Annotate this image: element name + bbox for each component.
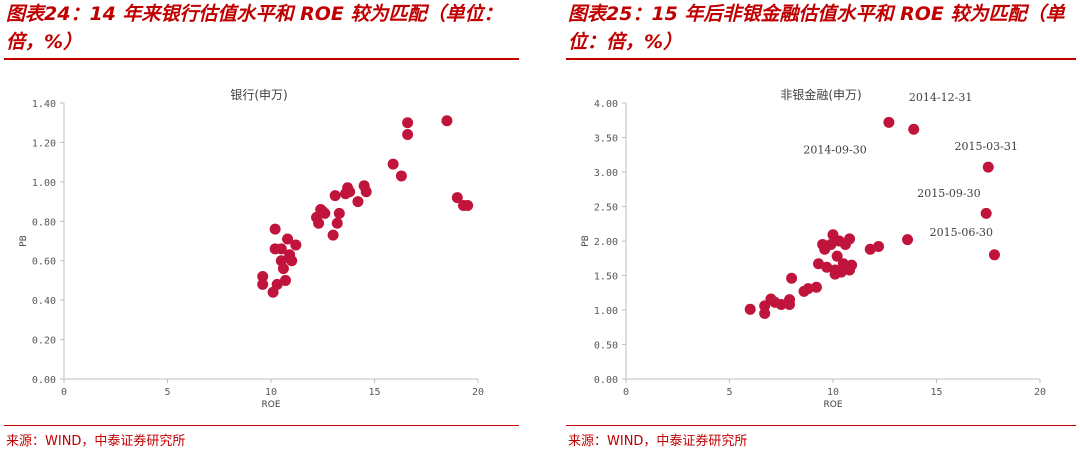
scatter-point [333, 207, 345, 219]
scatter-point [360, 186, 372, 198]
scatter-point [286, 255, 298, 267]
scatter-point [451, 192, 463, 204]
x-tick-label: 15 [368, 387, 380, 398]
scatter-point [319, 207, 331, 219]
y-tick-label: 0.40 [32, 296, 56, 307]
scatter-point [290, 239, 302, 251]
figure-25-panel: 图表25：15 年后非银金融估值水平和 ROE 较为匹配（单位：倍，%） 非银金… [566, 0, 1076, 453]
scatter-point [279, 274, 291, 286]
y-tick-label: 1.50 [594, 272, 618, 283]
point-annotation: 2015-06-30 [930, 226, 993, 239]
scatter-point [257, 270, 269, 282]
scatter-point [282, 233, 294, 245]
point-annotation: 2014-12-31 [909, 91, 972, 104]
figure-24-title-rule [4, 58, 519, 60]
y-tick-label: 0.00 [32, 375, 56, 386]
scatter-point [352, 196, 364, 208]
x-axis-label: ROE [823, 400, 842, 410]
figure-24-bottom-rule [4, 425, 519, 426]
figure-25-source: 来源：WIND，中泰证券研究所 [568, 434, 748, 449]
chart-title: 银行(申万) [230, 88, 287, 102]
scatter-point [344, 186, 356, 198]
y-tick-label: 1.00 [32, 178, 56, 189]
figure-24-title: 图表24：14 年来银行估值水平和 ROE 较为匹配（单位：倍，%） [6, 3, 503, 53]
scatter-point [902, 234, 914, 246]
y-tick-label: 0.20 [32, 336, 56, 347]
figure-24-panel: 图表24：14 年来银行估值水平和 ROE 较为匹配（单位：倍，%） 银行(申万… [4, 0, 519, 453]
bank-pb-roe-scatter-chart: 银行(申万) 0.00 0.20 0.40 0.60 0.80 1.00 1.20 1.40 0 5… [19, 88, 484, 410]
scatter-point [271, 278, 283, 290]
scatter-point [980, 207, 992, 219]
scatter-point [784, 294, 796, 306]
point-annotation: 2014-09-30 [803, 143, 866, 156]
scatter-point [257, 278, 269, 290]
y-tick-label: 1.00 [594, 306, 618, 317]
point-annotation: 2015-03-31 [954, 140, 1017, 153]
scatter-point [883, 116, 895, 128]
scatter-point [813, 258, 825, 270]
x-tick-label: 5 [164, 387, 170, 398]
scatter-point [402, 129, 414, 141]
figure-25-title: 图表25：15 年后非银金融估值水平和 ROE 较为匹配（单位：倍，%） [568, 3, 1065, 53]
y-tick-label: 0.00 [594, 375, 618, 386]
scatter-point [313, 217, 325, 229]
x-tick-label: 0 [623, 387, 629, 398]
scatter-point [908, 123, 920, 135]
scatter-point [844, 233, 856, 245]
scatter-point [277, 263, 289, 275]
x-tick-label: 15 [930, 387, 942, 398]
scatter-point [331, 217, 343, 229]
scatter-point [395, 170, 407, 182]
figure-24-source: 来源：WIND，中泰证券研究所 [6, 434, 186, 449]
y-tick-label: 0.60 [32, 257, 56, 268]
scatter-point [441, 115, 453, 127]
x-tick-label: 10 [265, 387, 277, 398]
y-tick-label: 3.00 [594, 168, 618, 179]
y-axis-label: PB [581, 235, 591, 247]
y-tick-label: 2.00 [594, 237, 618, 248]
scatter-point [821, 261, 833, 273]
scatter-point [744, 303, 756, 315]
nonbank-pb-roe-scatter-chart: 非银金融(申万) 0.00 0.50 1.00 1.50 2.00 2.50 3.00 3.50… [581, 87, 1046, 410]
figure-25-bottom-rule [566, 425, 1076, 426]
scatter-point [988, 249, 1000, 261]
scatter-point [775, 298, 787, 310]
scatter-point [402, 117, 414, 129]
scatter-point [846, 259, 858, 271]
scatter-point [835, 266, 847, 278]
point-annotation: 2015-09-30 [917, 187, 980, 200]
y-tick-label: 0.50 [594, 341, 618, 352]
scatter-point [873, 241, 885, 253]
y-tick-label: 0.80 [32, 217, 56, 228]
y-tick-label: 3.50 [594, 134, 618, 145]
x-tick-label: 20 [1034, 387, 1046, 398]
x-tick-label: 20 [472, 387, 484, 398]
y-tick-label: 1.40 [32, 99, 56, 110]
scatter-point [802, 283, 814, 295]
scatter-point [864, 243, 876, 255]
x-tick-label: 0 [61, 387, 67, 398]
scatter-point [329, 190, 341, 202]
x-tick-label: 10 [827, 387, 839, 398]
scatter-point [269, 223, 281, 235]
scatter-point [275, 243, 287, 255]
chart-title: 非银金融(申万) [780, 87, 861, 102]
y-tick-label: 4.00 [594, 99, 618, 110]
x-tick-label: 5 [726, 387, 732, 398]
y-axis-label: PB [19, 235, 29, 247]
scatter-point [786, 272, 798, 284]
scatter-point [759, 307, 771, 319]
scatter-point [825, 238, 837, 250]
scatter-point [982, 161, 994, 173]
x-axis-label: ROE [261, 400, 280, 410]
scatter-point [831, 250, 843, 262]
y-tick-label: 2.50 [594, 203, 618, 214]
scatter-point [387, 158, 399, 170]
scatter-point [327, 229, 339, 241]
figure-25-title-rule [566, 58, 1076, 60]
scatter-point [810, 281, 822, 293]
y-tick-label: 1.20 [32, 138, 56, 149]
scatter-point [462, 200, 474, 212]
